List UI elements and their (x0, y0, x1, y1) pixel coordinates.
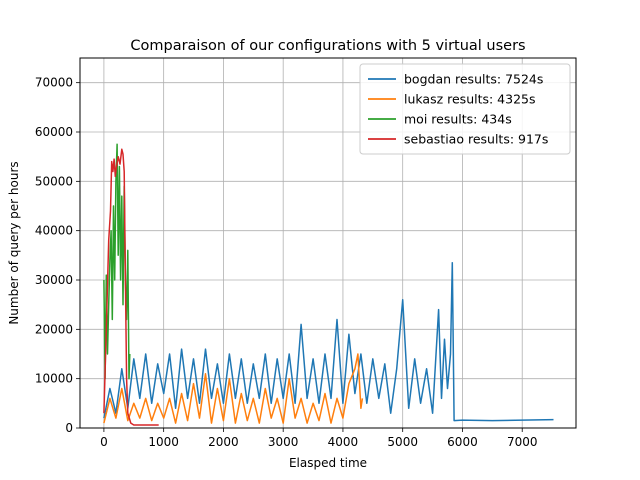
x-tick-label: 7000 (507, 435, 538, 449)
series-line-0 (103, 261, 554, 422)
x-tick-label: 4000 (328, 435, 359, 449)
y-tick-label: 20000 (35, 322, 73, 336)
legend-label: moi results: 434s (404, 112, 512, 127)
plot-frame (79, 57, 577, 429)
y-axis: 0 10000 20000 30000 40000 50000 60000 70000 (35, 76, 80, 435)
x-tick-label: 5000 (387, 435, 418, 449)
legend: bogdan results: 7524s lukasz results: 432… (359, 63, 571, 155)
series-layer (103, 143, 554, 426)
x-tick-label: 2000 (208, 435, 239, 449)
legend-label: lukasz results: 4325s (404, 92, 536, 107)
y-axis-label: Number of query per hours (7, 161, 21, 324)
x-tick-label: 3000 (268, 435, 299, 449)
y-tick-label: 10000 (35, 372, 73, 386)
series-line-1 (103, 353, 364, 424)
y-tick-label: 30000 (35, 273, 73, 287)
x-axis-label: Elasped time (289, 456, 367, 470)
x-tick-label: 1000 (148, 435, 179, 449)
legend-label: sebastiao results: 917s (404, 132, 548, 147)
legend-label: bogdan results: 7524s (404, 72, 543, 87)
y-tick-label: 70000 (35, 76, 73, 90)
chart-title: Comparaison of our configurations with 5… (130, 38, 525, 54)
x-tick-label: 0 (100, 435, 108, 449)
y-tick-label: 50000 (35, 174, 73, 188)
x-axis: 0 1000 2000 3000 4000 5000 6000 7000 (100, 428, 537, 449)
y-tick-label: 60000 (35, 125, 73, 139)
legend-box (359, 63, 571, 155)
series-line-3 (103, 148, 159, 426)
y-tick-label: 40000 (35, 224, 73, 238)
y-tick-label: 0 (65, 421, 73, 435)
x-tick-label: 6000 (447, 435, 478, 449)
